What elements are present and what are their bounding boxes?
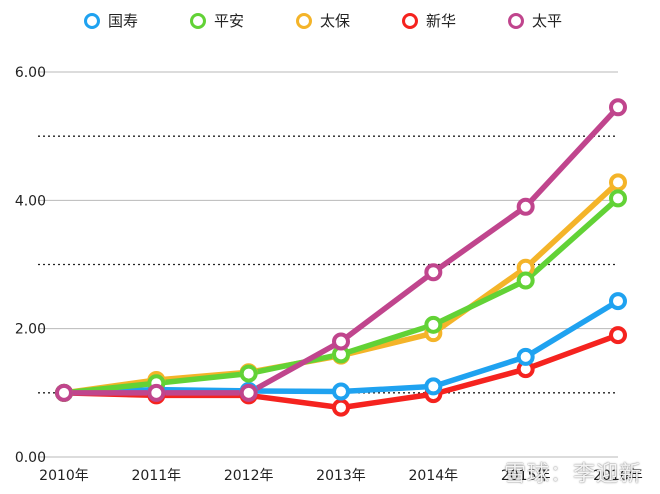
chart-legend: 国寿 平安 太保 新华 太平 — [84, 10, 614, 31]
y-tick-label: 2.00 — [15, 322, 46, 338]
x-tick-label: 2016年 — [593, 468, 643, 484]
x-tick-label: 2014年 — [409, 468, 459, 484]
data-point — [609, 326, 627, 345]
legend-item: 太平 — [508, 10, 614, 31]
x-tick-label: 2013年 — [316, 468, 366, 484]
legend-label: 新华 — [426, 12, 457, 30]
data-point — [424, 263, 443, 282]
data-point — [516, 347, 535, 366]
data-point — [609, 98, 627, 117]
data-point — [55, 383, 73, 402]
data-point — [147, 383, 166, 402]
y-tick-label: 4.00 — [15, 193, 46, 209]
x-tick-label: 2012年 — [224, 468, 274, 484]
legend-item: 平安 — [190, 10, 296, 31]
x-tick-label: 2011年 — [132, 468, 182, 484]
legend-marker-icon — [190, 12, 206, 29]
data-point — [516, 197, 535, 216]
data-point — [609, 189, 627, 208]
legend-marker-icon — [84, 12, 100, 29]
x-tick-label: 2015年 — [501, 468, 551, 484]
legend-marker-icon — [296, 12, 312, 29]
legend-marker-icon — [508, 12, 524, 29]
data-point — [609, 173, 627, 192]
data-point — [516, 271, 535, 290]
data-point — [424, 377, 443, 396]
legend-item: 国寿 — [84, 10, 190, 31]
data-point — [424, 315, 443, 334]
x-tick-label: 2010年 — [39, 468, 89, 484]
data-point — [239, 383, 258, 402]
watermark-text: 雪球：李迎新 — [503, 462, 642, 487]
legend-item: 太保 — [296, 10, 402, 31]
legend-label: 平安 — [214, 12, 245, 30]
legend-label: 太平 — [532, 12, 563, 30]
data-point — [332, 382, 350, 401]
y-tick-label: 6.00 — [15, 65, 46, 81]
legend-label: 太保 — [320, 12, 351, 30]
y-tick-label: 0.00 — [15, 450, 46, 466]
data-point — [239, 364, 258, 383]
data-point — [609, 292, 627, 311]
legend-marker-icon — [402, 12, 418, 29]
legend-label: 国寿 — [108, 12, 139, 30]
legend-item: 新华 — [402, 10, 508, 31]
data-point — [332, 398, 350, 417]
data-point — [332, 332, 350, 351]
